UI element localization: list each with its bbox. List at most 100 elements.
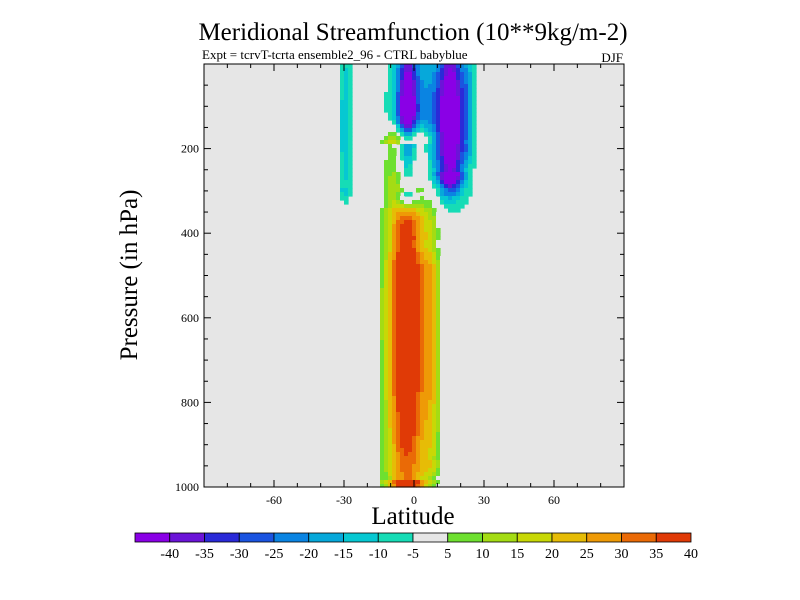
contour-cell (384, 244, 389, 249)
contour-cell (384, 192, 389, 197)
contour-cell (400, 124, 405, 129)
contour-cell (460, 168, 465, 173)
contour-cell (436, 152, 441, 157)
contour-cell (356, 368, 361, 373)
contour-cell (416, 240, 421, 245)
contour-cell (380, 456, 385, 461)
contour-cell (388, 448, 393, 453)
contour-cell (388, 176, 397, 181)
chart-title: Meridional Streamfunction (10**9kg/m-2) (198, 19, 627, 46)
contour-cell (392, 264, 397, 269)
contour-cell (436, 312, 441, 317)
contour-cell (348, 144, 353, 149)
contour-cell (404, 116, 413, 121)
contour-cell (424, 472, 433, 477)
contour-cell (424, 320, 433, 325)
contour-cell (420, 320, 425, 325)
contour-cell (448, 168, 453, 173)
contour-cell (396, 172, 401, 177)
contour-cell (420, 300, 425, 305)
contour-cell (380, 444, 385, 449)
contour-cell (452, 196, 461, 201)
contour-cell (428, 160, 433, 165)
contour-cell (436, 348, 441, 353)
contour-cell (460, 128, 465, 133)
contour-cell (420, 388, 425, 393)
contour-cell (440, 384, 445, 389)
contour-cell (384, 100, 393, 105)
contour-cell (432, 392, 437, 397)
contour-cell (384, 284, 389, 289)
contour-cell (380, 368, 385, 373)
contour-cell (388, 372, 393, 377)
x-axis-label: Latitude (371, 503, 454, 530)
contour-cell (392, 256, 397, 261)
contour-cell (412, 244, 417, 249)
contour-cell (392, 440, 397, 445)
contour-cell (356, 324, 361, 329)
contour-cell (392, 104, 397, 109)
contour-cell (396, 380, 421, 385)
contour-cell (396, 164, 401, 169)
contour-cell (416, 100, 421, 105)
contour-cell (384, 292, 389, 297)
contour-cell (464, 104, 469, 109)
contour-cell (456, 188, 461, 193)
contour-cell (384, 272, 389, 277)
contour-cell (500, 124, 509, 129)
contour-cell (436, 128, 441, 133)
contour-cell (396, 68, 401, 73)
contour-cell (428, 120, 433, 125)
contour-cell (356, 356, 361, 361)
contour-cell (500, 188, 513, 193)
contour-cell (428, 452, 437, 457)
contour-cell (412, 120, 417, 125)
contour-cell (436, 216, 441, 221)
contour-cell (384, 232, 389, 237)
contour-cell (380, 152, 389, 157)
contour-cell (500, 428, 513, 433)
colorbar-swatch (551, 532, 588, 543)
contour-cell (420, 236, 429, 241)
contour-cell (384, 288, 389, 293)
contour-cell (440, 148, 445, 153)
contour-cell (456, 168, 461, 173)
contour-cell (396, 360, 421, 365)
contour-cell (384, 248, 389, 253)
contour-cell (356, 332, 361, 337)
contour-cell (500, 176, 513, 181)
contour-cell (396, 248, 401, 253)
contour-cell (432, 376, 437, 381)
contour-cell (444, 180, 457, 185)
contour-cell (404, 168, 413, 173)
contour-cell (348, 140, 353, 145)
contour-cell (472, 80, 477, 85)
contour-cell (420, 280, 425, 285)
contour-cell (472, 88, 477, 93)
contour-cell (432, 240, 437, 245)
contour-cell (384, 376, 389, 381)
contour-cell (392, 312, 397, 317)
contour-cell (400, 248, 417, 253)
contour-cell (380, 284, 385, 289)
contour-cell (556, 92, 561, 97)
contour-cell (472, 136, 477, 141)
contour-cell (348, 96, 353, 101)
contour-cell (500, 212, 513, 217)
contour-cell (452, 68, 457, 73)
contour-cell (428, 144, 433, 149)
contour-cell (384, 348, 389, 353)
contour-cell (456, 92, 461, 97)
contour-cell (432, 200, 437, 205)
contour-cell (496, 236, 513, 241)
contour-cell (300, 116, 305, 121)
contour-cell (496, 276, 513, 281)
x-tick-label: -30 (336, 493, 352, 507)
contour-cell (440, 72, 445, 77)
contour-cell (500, 136, 509, 141)
contour-cell (424, 220, 433, 225)
contour-cell (392, 476, 397, 481)
contour-cell (496, 348, 513, 353)
contour-cell (388, 336, 393, 341)
contour-cell (396, 112, 401, 117)
